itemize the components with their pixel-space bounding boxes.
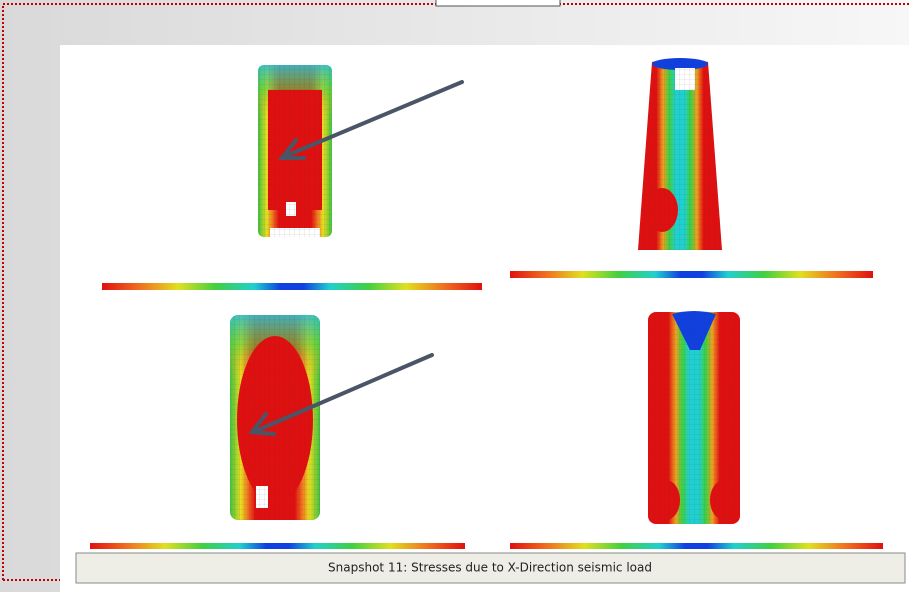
color-scale	[90, 543, 465, 549]
caption: Snapshot 11: Stresses due to X-Direction…	[328, 561, 652, 575]
caption-box	[75, 552, 906, 584]
header-tab	[435, 0, 561, 7]
color-scale	[510, 543, 883, 549]
cylinder-model	[638, 58, 722, 250]
dotted-border	[2, 3, 909, 580]
cylinder-model	[648, 311, 740, 524]
cylinder-model	[230, 315, 320, 520]
arrow	[248, 80, 464, 436]
color-scale	[510, 271, 873, 278]
figure-panel	[60, 45, 909, 592]
color-scale	[102, 283, 482, 290]
